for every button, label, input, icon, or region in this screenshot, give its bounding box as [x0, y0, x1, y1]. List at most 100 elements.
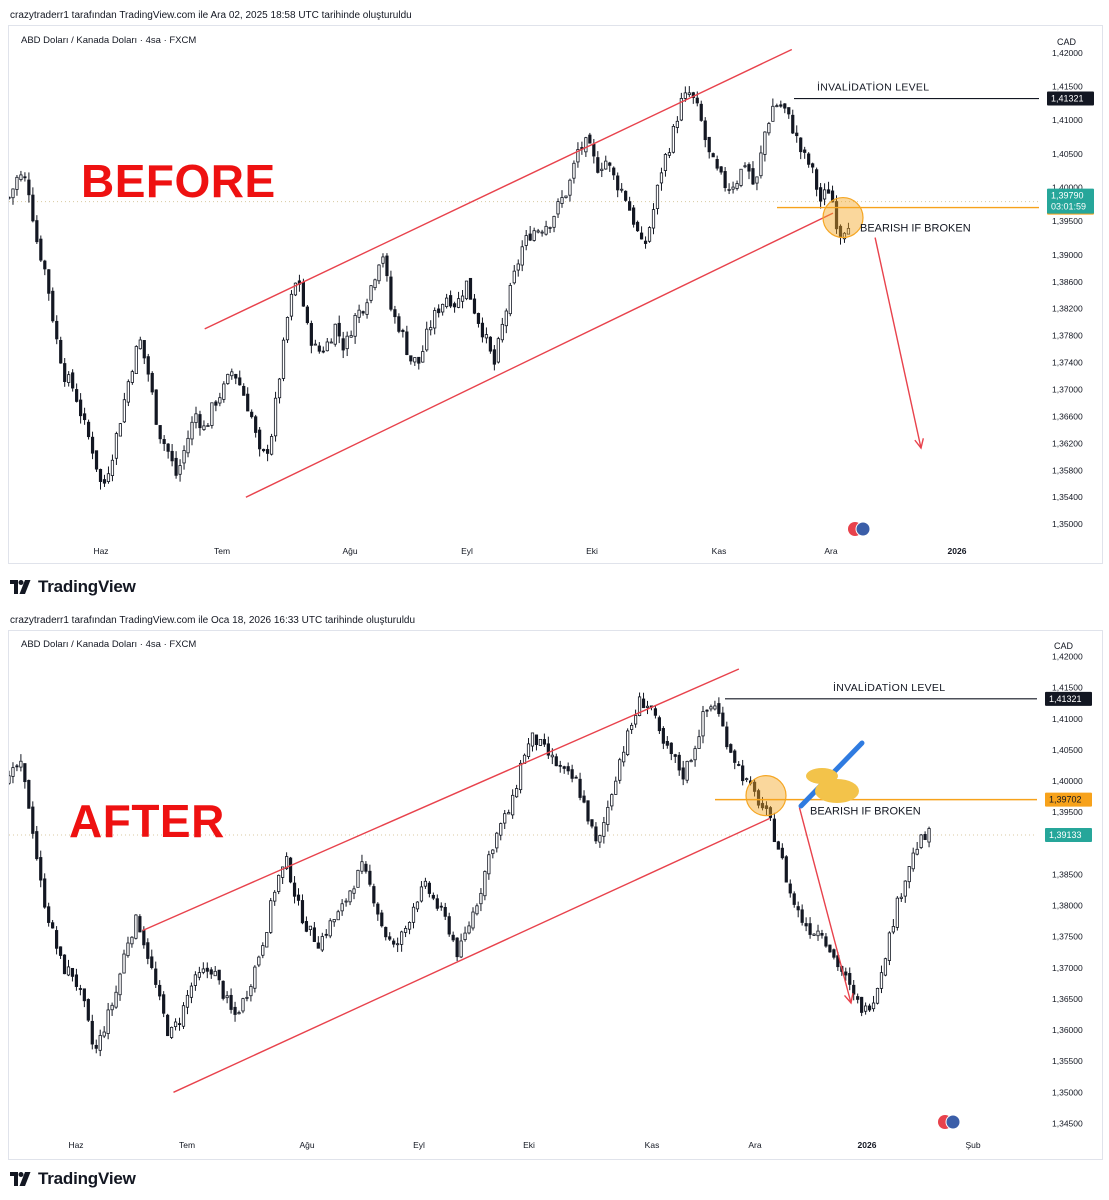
candle-body: [526, 743, 531, 757]
candle-body: [518, 762, 523, 791]
candle-body: [102, 1031, 106, 1037]
candle-body: [324, 933, 328, 936]
candle-body: [667, 152, 672, 156]
candle-body: [819, 187, 823, 202]
candle-body: [309, 323, 313, 346]
current-price-tag: [1047, 188, 1094, 214]
candle-body: [804, 923, 808, 927]
candle-body: [11, 188, 15, 199]
candle-body: [43, 260, 47, 270]
candle-body: [262, 448, 266, 452]
candle-body: [86, 999, 90, 1021]
candle-body: [546, 743, 550, 756]
candle-body: [671, 125, 675, 153]
candle-body: [281, 866, 285, 878]
candle-body: [265, 932, 269, 948]
candle-body: [586, 800, 590, 822]
y-tick-label: 1,41000: [1052, 115, 1083, 125]
candle-body: [281, 339, 286, 379]
candle-body: [705, 709, 709, 712]
candle-body: [202, 425, 206, 430]
y-tick-label: 1,35400: [1052, 492, 1083, 502]
candle-body: [689, 760, 693, 763]
candle-body: [441, 303, 445, 313]
candle-body: [685, 760, 689, 781]
candle-body: [443, 906, 447, 917]
candle-body: [614, 780, 618, 795]
candle-body: [661, 728, 665, 744]
chart-before-svg[interactable]: CAD 1,420001,415001,410001,405001,400001…: [9, 26, 1102, 563]
attribution-top: crazytraderr1 tarafından TradingView.com…: [10, 10, 412, 21]
channel-upper-line: [142, 668, 740, 932]
candle-body: [59, 339, 63, 364]
candle-body: [288, 857, 293, 883]
invalidation-price-text: 1,41321: [1051, 94, 1084, 104]
candle-body: [755, 176, 759, 184]
candle-body: [532, 230, 536, 241]
candle-body: [471, 911, 475, 929]
candle-body: [407, 922, 412, 930]
candle-body: [74, 974, 79, 987]
candle-body: [225, 995, 229, 999]
y-tick-label: 1,35500: [1052, 1056, 1083, 1066]
candle-body: [106, 473, 111, 482]
candle-body: [47, 906, 51, 923]
candle-body: [715, 159, 719, 169]
candle-body: [463, 932, 467, 940]
candle-body: [459, 940, 463, 958]
chart-panel-before[interactable]: ABD Doları / Kanada Doları · 4sa · FXCM …: [8, 25, 1103, 564]
chart-panel-after[interactable]: ABD Doları / Kanada Doları · 4sa · FXCM …: [8, 630, 1103, 1160]
candle-body: [360, 861, 364, 872]
candle-body: [771, 105, 775, 122]
candle-body: [630, 724, 634, 730]
channel-lower-line: [245, 212, 834, 498]
x-tick-label: Haz: [93, 546, 108, 556]
current-price-text: 1,39133: [1049, 830, 1082, 840]
candle-body: [864, 1005, 868, 1012]
candle-body: [639, 232, 644, 240]
candle-body: [238, 377, 242, 386]
candle-body: [257, 956, 261, 966]
tradingview-logo-icon: [10, 1172, 31, 1186]
candle-body: [620, 188, 624, 191]
candle-body: [653, 708, 658, 716]
candle-body: [552, 215, 556, 228]
candle-body: [43, 878, 47, 908]
candle-body: [747, 164, 751, 172]
candle-body: [110, 1004, 114, 1011]
x-tick-label: Eyl: [413, 1140, 425, 1150]
candle-body: [645, 705, 650, 708]
candle-body: [193, 974, 197, 986]
candle-body: [733, 750, 737, 763]
candle-body: [697, 736, 701, 749]
candle-body: [604, 160, 608, 170]
candle-body: [739, 168, 743, 186]
candle-body: [19, 760, 23, 768]
y-tick-label: 1,42000: [1052, 652, 1083, 662]
candle-body: [542, 739, 546, 745]
candle-body: [79, 399, 83, 417]
candle-body: [572, 162, 576, 179]
candle-body: [305, 306, 309, 324]
candle-body: [842, 232, 847, 240]
candle-body: [273, 891, 277, 902]
candle-body: [340, 903, 344, 912]
candle-body: [792, 893, 796, 905]
candle-body: [504, 310, 508, 327]
chart-after-svg[interactable]: CAD 1,42000 1,41500 1,41000 1,40500 1,40000 1…: [9, 631, 1102, 1159]
candle-body: [186, 437, 190, 454]
attribution-bottom: crazytraderr1 tarafından TradingView.com…: [10, 615, 416, 626]
candle-body: [596, 157, 600, 173]
projection-arrow-line: [874, 237, 922, 449]
candle-body: [616, 175, 620, 191]
candle-body: [751, 168, 755, 185]
candle-body: [411, 906, 416, 923]
candle-body: [779, 104, 783, 107]
candle-body: [285, 856, 289, 870]
candle-body: [594, 826, 598, 842]
candle-body: [198, 414, 202, 429]
candle-body: [218, 397, 222, 404]
candle-body: [574, 776, 578, 779]
candle-body: [273, 397, 278, 437]
y-tick-label: 1,36200: [1052, 438, 1083, 448]
